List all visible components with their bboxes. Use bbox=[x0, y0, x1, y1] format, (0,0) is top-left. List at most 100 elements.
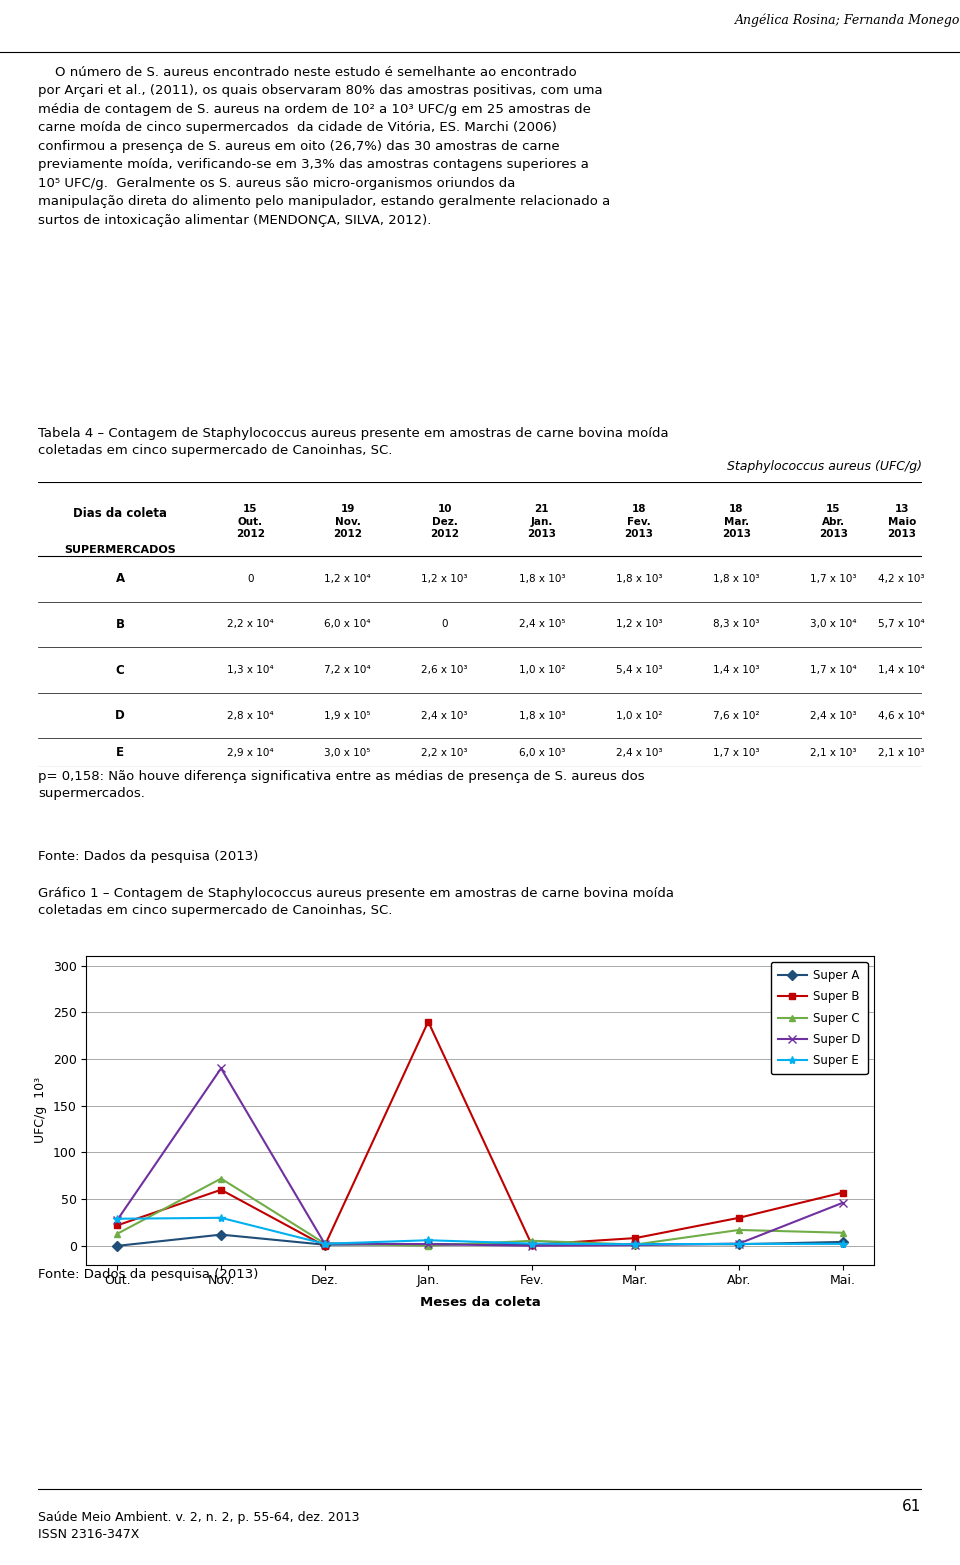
Text: B: B bbox=[115, 618, 125, 631]
Super C bbox=[111, 1224, 123, 1243]
Super C bbox=[215, 1169, 227, 1188]
Text: 18
Mar.
2013: 18 Mar. 2013 bbox=[722, 504, 751, 540]
Text: 15
Abr.
2013: 15 Abr. 2013 bbox=[819, 504, 848, 540]
Text: 21
Jan.
2013: 21 Jan. 2013 bbox=[527, 504, 557, 540]
Text: SUPERMERCADOS: SUPERMERCADOS bbox=[64, 545, 176, 556]
Text: 7,6 x 10²: 7,6 x 10² bbox=[713, 711, 759, 720]
Text: 2,4 x 10³: 2,4 x 10³ bbox=[615, 748, 662, 757]
Super B bbox=[526, 1235, 538, 1254]
Super D bbox=[526, 1236, 538, 1255]
Text: 6,0 x 10⁴: 6,0 x 10⁴ bbox=[324, 620, 371, 629]
Text: 1,8 x 10³: 1,8 x 10³ bbox=[518, 574, 565, 584]
Text: Tabela 4 – Contagem de Staphylococcus aureus presente em amostras de carne bovin: Tabela 4 – Contagem de Staphylococcus au… bbox=[38, 427, 669, 457]
Super B bbox=[215, 1180, 227, 1199]
Text: 1,3 x 10⁴: 1,3 x 10⁴ bbox=[228, 665, 274, 675]
Super D bbox=[837, 1194, 849, 1213]
Text: 1,7 x 10³: 1,7 x 10³ bbox=[810, 574, 856, 584]
Super B bbox=[837, 1183, 849, 1202]
Line: Super E: Super E bbox=[113, 1213, 847, 1249]
X-axis label: Meses da coleta: Meses da coleta bbox=[420, 1296, 540, 1308]
Text: 18
Fev.
2013: 18 Fev. 2013 bbox=[624, 504, 654, 540]
Text: 8,3 x 10³: 8,3 x 10³ bbox=[713, 620, 759, 629]
Y-axis label: UFC/g  10³: UFC/g 10³ bbox=[35, 1077, 47, 1144]
Super B bbox=[111, 1216, 123, 1235]
Super E bbox=[319, 1235, 330, 1254]
Text: 1,8 x 10³: 1,8 x 10³ bbox=[713, 574, 759, 584]
Super A bbox=[630, 1235, 641, 1254]
Text: 61: 61 bbox=[902, 1499, 922, 1515]
Text: 2,4 x 10⁵: 2,4 x 10⁵ bbox=[518, 620, 565, 629]
Text: 10
Dez.
2012: 10 Dez. 2012 bbox=[430, 504, 459, 540]
Text: 3,0 x 10⁴: 3,0 x 10⁴ bbox=[810, 620, 856, 629]
Legend: Super A, Super B, Super C, Super D, Super E: Super A, Super B, Super C, Super D, Supe… bbox=[771, 962, 868, 1074]
Text: 2,8 x 10⁴: 2,8 x 10⁴ bbox=[228, 711, 274, 720]
Line: Super B: Super B bbox=[114, 1019, 846, 1249]
Text: 15
Out.
2012: 15 Out. 2012 bbox=[236, 504, 265, 540]
Super C bbox=[837, 1224, 849, 1243]
Text: 5,7 x 10⁴: 5,7 x 10⁴ bbox=[878, 620, 925, 629]
Text: 1,0 x 10²: 1,0 x 10² bbox=[518, 665, 565, 675]
Super C bbox=[733, 1221, 745, 1239]
Super A bbox=[111, 1236, 123, 1255]
Super A bbox=[215, 1225, 227, 1244]
Super C bbox=[319, 1235, 330, 1254]
Text: A: A bbox=[115, 573, 125, 585]
Super B bbox=[630, 1229, 641, 1247]
Super B bbox=[422, 1013, 434, 1031]
Super E bbox=[526, 1235, 538, 1254]
Text: 2,1 x 10³: 2,1 x 10³ bbox=[878, 748, 925, 757]
Text: 4,2 x 10³: 4,2 x 10³ bbox=[878, 574, 925, 584]
Text: 1,4 x 10⁴: 1,4 x 10⁴ bbox=[878, 665, 925, 675]
Text: 1,8 x 10³: 1,8 x 10³ bbox=[518, 711, 565, 720]
Super A bbox=[526, 1235, 538, 1254]
Line: Super D: Super D bbox=[113, 1064, 847, 1250]
Line: Super C: Super C bbox=[114, 1175, 846, 1249]
Text: 1,2 x 10³: 1,2 x 10³ bbox=[421, 574, 468, 584]
Super E bbox=[837, 1235, 849, 1254]
Super B bbox=[733, 1208, 745, 1227]
Text: Fonte: Dados da pesquisa (2013): Fonte: Dados da pesquisa (2013) bbox=[38, 850, 259, 862]
Text: E: E bbox=[116, 747, 124, 759]
Super A bbox=[837, 1233, 849, 1252]
Text: Angélica Rosina; Fernanda Monego: Angélica Rosina; Fernanda Monego bbox=[734, 13, 960, 27]
Text: D: D bbox=[115, 709, 125, 721]
Text: 0: 0 bbox=[442, 620, 448, 629]
Line: Super A: Super A bbox=[114, 1232, 846, 1249]
Super E bbox=[111, 1210, 123, 1229]
Text: 1,2 x 10³: 1,2 x 10³ bbox=[615, 620, 662, 629]
Text: 2,1 x 10³: 2,1 x 10³ bbox=[810, 748, 856, 757]
Super D bbox=[319, 1235, 330, 1254]
Super E bbox=[630, 1235, 641, 1254]
Super D bbox=[422, 1235, 434, 1254]
Super B bbox=[319, 1236, 330, 1255]
Text: 7,2 x 10⁴: 7,2 x 10⁴ bbox=[324, 665, 371, 675]
Super D bbox=[733, 1235, 745, 1254]
Text: 2,4 x 10³: 2,4 x 10³ bbox=[421, 711, 468, 720]
Super C bbox=[422, 1236, 434, 1255]
Super E bbox=[422, 1230, 434, 1249]
Text: C: C bbox=[116, 664, 125, 676]
Text: 1,7 x 10³: 1,7 x 10³ bbox=[713, 748, 759, 757]
Text: Fonte: Dados da pesquisa (2013): Fonte: Dados da pesquisa (2013) bbox=[38, 1268, 259, 1280]
Super D bbox=[111, 1210, 123, 1229]
Text: 3,0 x 10⁵: 3,0 x 10⁵ bbox=[324, 748, 371, 757]
Text: 6,0 x 10³: 6,0 x 10³ bbox=[518, 748, 565, 757]
Super A bbox=[319, 1235, 330, 1254]
Text: 1,4 x 10³: 1,4 x 10³ bbox=[713, 665, 759, 675]
Text: 0: 0 bbox=[247, 574, 253, 584]
Text: 2,2 x 10⁴: 2,2 x 10⁴ bbox=[228, 620, 274, 629]
Super C bbox=[526, 1232, 538, 1250]
Text: 5,4 x 10³: 5,4 x 10³ bbox=[615, 665, 662, 675]
Text: Gráfico 1 – Contagem de Staphylococcus aureus presente em amostras de carne bovi: Gráfico 1 – Contagem de Staphylococcus a… bbox=[38, 887, 674, 917]
Text: Dias da coleta: Dias da coleta bbox=[73, 507, 167, 520]
Super E bbox=[733, 1235, 745, 1254]
Text: 2,2 x 10³: 2,2 x 10³ bbox=[421, 748, 468, 757]
Super D bbox=[215, 1060, 227, 1078]
Super A bbox=[422, 1235, 434, 1254]
Text: 4,6 x 10⁴: 4,6 x 10⁴ bbox=[878, 711, 925, 720]
Text: p= 0,158: Não houve diferença significativa entre as médias de presença de S. au: p= 0,158: Não houve diferença significat… bbox=[38, 770, 645, 800]
Text: 19
Nov.
2012: 19 Nov. 2012 bbox=[333, 504, 362, 540]
Text: 1,8 x 10³: 1,8 x 10³ bbox=[615, 574, 662, 584]
Text: 1,0 x 10²: 1,0 x 10² bbox=[615, 711, 662, 720]
Text: 1,2 x 10⁴: 1,2 x 10⁴ bbox=[324, 574, 371, 584]
